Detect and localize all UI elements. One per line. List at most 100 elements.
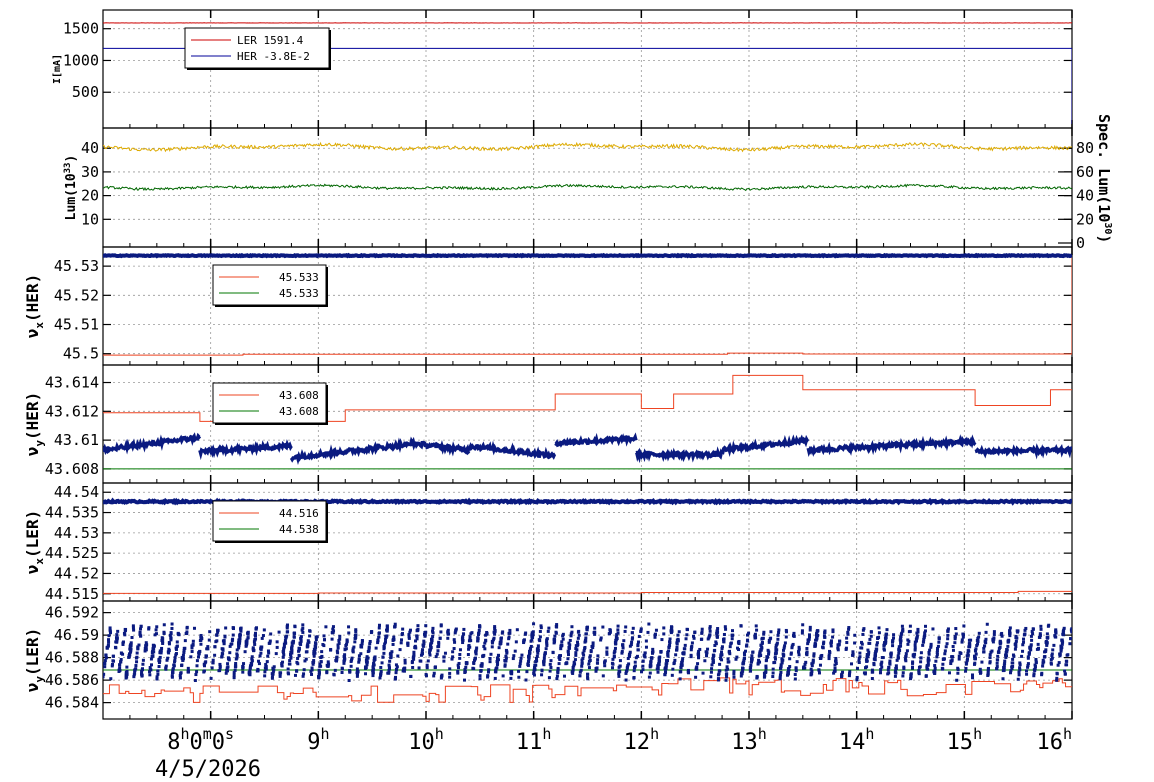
scatter-point: [905, 649, 909, 653]
scatter-point: [847, 674, 851, 678]
scatter-point: [535, 647, 539, 651]
scatter-point: [901, 674, 905, 678]
scatter-point: [414, 646, 418, 650]
scatter-point: [757, 658, 761, 662]
scatter-point: [787, 668, 791, 672]
scatter-point: [642, 653, 646, 657]
scatter-point: [517, 675, 521, 679]
scatter-point: [570, 630, 574, 634]
scatter-point: [749, 657, 753, 661]
scatter-point: [139, 627, 143, 631]
y-tick-label: 1500: [63, 20, 99, 38]
scatter-point: [424, 624, 428, 628]
scatter-point: [1000, 631, 1004, 635]
scatter-point: [151, 654, 155, 658]
scatter-point: [974, 649, 978, 653]
scatter-point: [589, 650, 593, 654]
scatter-point: [169, 636, 173, 640]
scatter-point: [266, 654, 270, 658]
scatter-point: [878, 671, 882, 675]
scatter-point: [594, 667, 598, 671]
scatter-point: [866, 654, 870, 658]
scatter-point: [1044, 648, 1048, 652]
scatter-point: [442, 655, 446, 659]
scatter-point: [811, 658, 815, 662]
y-tick-label: 46.59: [54, 626, 99, 644]
scatter-point: [185, 625, 189, 629]
scatter-point: [272, 668, 276, 672]
scatter-point: [193, 679, 197, 683]
scatter-point: [250, 657, 254, 661]
scatter-point: [700, 637, 704, 641]
scatter-point: [297, 653, 301, 657]
y-tick-label: 44.52: [54, 564, 99, 582]
scatter-point: [574, 651, 578, 655]
scatter-point: [706, 647, 710, 651]
scatter-point: [280, 662, 284, 666]
scatter-point: [313, 644, 317, 648]
scatter-point: [831, 635, 835, 639]
scatter-point: [729, 642, 733, 646]
scatter-point: [1065, 663, 1069, 667]
scatter-point: [960, 640, 964, 644]
series-3-segment: [721, 434, 810, 458]
scatter-point: [601, 674, 605, 678]
scatter-point: [866, 648, 870, 652]
scatter-point: [997, 650, 1001, 654]
scatter-point: [413, 644, 417, 648]
scatter-point: [119, 658, 123, 662]
scatter-point: [135, 651, 139, 655]
scatter-point: [530, 632, 534, 636]
scatter-point: [1031, 632, 1035, 636]
y-tick-label: 10: [81, 210, 99, 228]
scatter-point: [302, 668, 306, 672]
scatter-point: [332, 673, 336, 677]
series-3-segment: [408, 436, 471, 457]
scatter-point: [311, 662, 315, 666]
scatter-point: [366, 656, 370, 660]
scatter-point: [275, 645, 279, 649]
scatter-point: [510, 669, 514, 673]
y-axis-label: Lum(1033): [63, 155, 79, 221]
y-axis-label: I[mA]: [52, 54, 63, 84]
scatter-point: [961, 632, 965, 636]
scatter-point: [197, 652, 201, 656]
scatter-point: [170, 675, 174, 679]
scatter-point: [116, 629, 120, 633]
scatter-point: [836, 646, 840, 650]
scatter-point: [270, 675, 274, 679]
scatter-point: [248, 669, 252, 673]
scatter-point: [470, 631, 474, 635]
scatter-point: [614, 641, 618, 645]
scatter-point: [132, 628, 136, 632]
scatter-point: [773, 655, 777, 659]
scatter-point: [148, 668, 152, 672]
scatter-point: [860, 646, 864, 650]
scatter-point: [584, 632, 588, 636]
scatter-point: [299, 639, 303, 643]
scatter-point: [409, 675, 413, 679]
series-group: [103, 374, 1072, 470]
scatter-point: [771, 671, 775, 675]
scatter-point: [431, 626, 435, 630]
y2-tick-label: 60: [1076, 163, 1094, 181]
scatter-point: [995, 667, 999, 671]
scatter-point: [1010, 666, 1014, 670]
scatter-point: [306, 639, 310, 643]
y-tick-label: 44.525: [45, 544, 99, 562]
scatter-point: [264, 665, 268, 669]
scatter-point: [708, 633, 712, 637]
series-3-segment: [467, 440, 557, 460]
scatter-point: [485, 630, 489, 634]
scatter-point: [774, 651, 778, 655]
y-axis-label: νx(HER): [23, 274, 46, 338]
scatter-point: [1038, 632, 1042, 636]
scatter-point: [964, 669, 968, 673]
scatter-point: [263, 674, 267, 678]
series-3-segment: [806, 437, 913, 457]
scatter-point: [908, 624, 912, 628]
scatter-point: [178, 676, 182, 680]
scatter-point: [308, 629, 312, 633]
scatter-point: [669, 629, 673, 633]
